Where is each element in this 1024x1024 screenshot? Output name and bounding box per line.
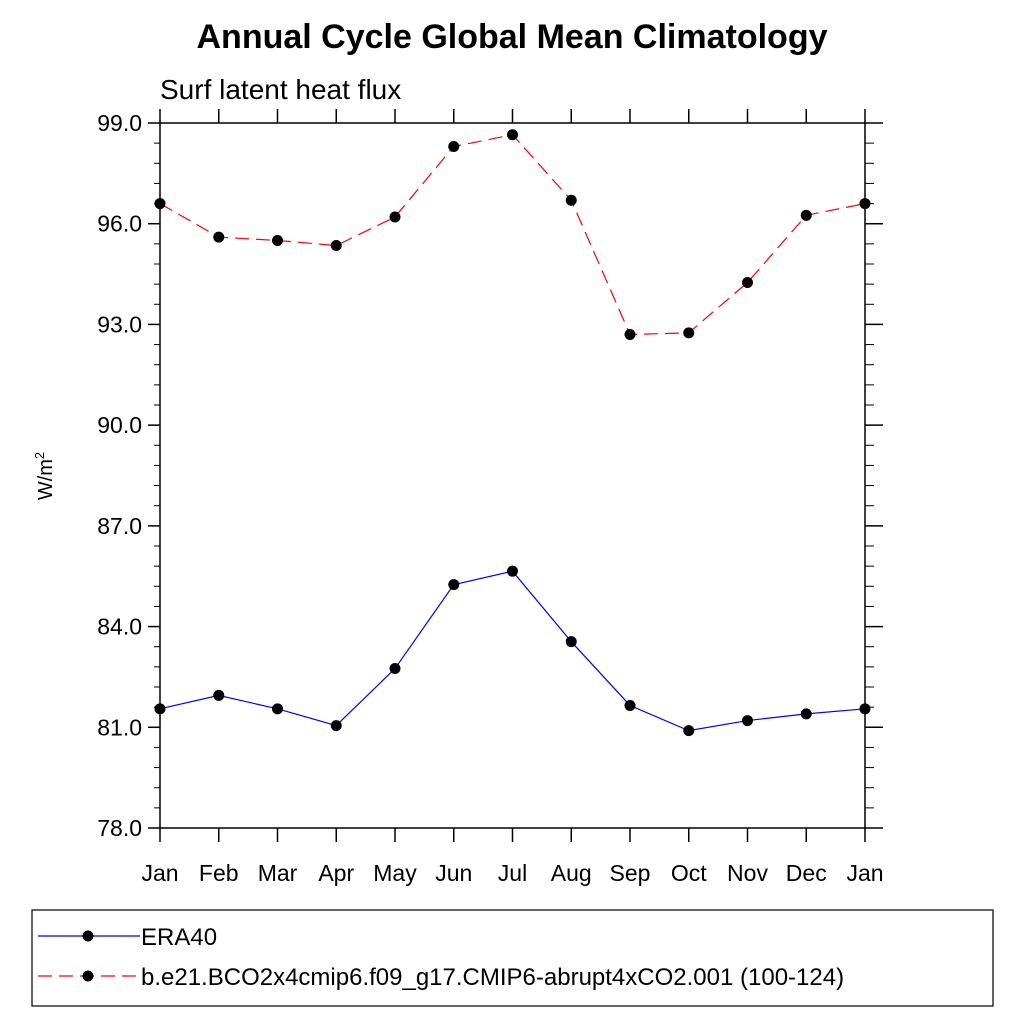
y-tick-label: 78.0	[97, 815, 142, 841]
y-axis-label-superscript: 2	[32, 452, 47, 459]
series-layer	[154, 129, 871, 737]
legend: ERA40 b.e21.BCO2x4cmip6.f09_g17.CMIP6-abr…	[38, 924, 844, 991]
data-point	[683, 725, 695, 737]
data-point	[213, 231, 225, 243]
chart-title: Annual Cycle Global Mean Climatology	[197, 18, 828, 56]
data-point	[154, 198, 166, 210]
data-point	[800, 209, 812, 221]
legend-marker	[82, 970, 94, 982]
data-point	[448, 579, 460, 591]
legend-label: ERA40	[141, 924, 217, 951]
legend-label: b.e21.BCO2x4cmip6.f09_g17.CMIP6-abrupt4x…	[141, 964, 844, 991]
data-point	[683, 327, 695, 339]
data-point	[272, 703, 283, 715]
chart-subtitle: Surf latent heat flux	[160, 74, 401, 105]
x-tick-label: Jan	[141, 860, 178, 886]
x-tick-label: Dec	[786, 860, 827, 886]
data-point	[565, 636, 577, 648]
data-point	[859, 198, 871, 210]
data-point	[742, 276, 753, 288]
legend-box	[31, 909, 994, 1007]
x-tick-label: Oct	[671, 860, 707, 886]
y-tick-label: 93.0	[97, 311, 142, 337]
data-point	[389, 211, 401, 223]
data-point	[742, 715, 753, 727]
x-tick-label: Jun	[435, 860, 472, 886]
x-tick-label: Jul	[498, 860, 527, 886]
x-tick-label: Nov	[727, 860, 768, 886]
series-line	[159, 570, 866, 732]
plot-frame	[159, 122, 866, 829]
data-point	[330, 240, 342, 252]
x-tick-label: Feb	[199, 860, 239, 886]
y-tick-label: 81.0	[97, 714, 142, 740]
y-axis-label: W/m2	[32, 452, 57, 500]
x-tick-label: Mar	[258, 860, 298, 886]
x-tick-label: Sep	[610, 860, 651, 886]
x-tick-label: Aug	[551, 860, 592, 886]
data-point	[565, 194, 577, 206]
y-tick-label: 90.0	[97, 412, 142, 438]
data-point	[154, 703, 166, 715]
data-point	[507, 565, 518, 577]
y-axis: 78.0 81.0 84.0 87.0 90.0 93.0 96.0 99.0	[97, 110, 883, 841]
x-tick-label: May	[373, 860, 417, 886]
data-point	[389, 663, 401, 675]
data-point	[859, 703, 871, 715]
y-tick-label: 84.0	[97, 614, 142, 640]
y-tick-label: 96.0	[97, 211, 142, 237]
data-point	[272, 235, 283, 246]
x-tick-label: Jan	[846, 860, 883, 886]
x-axis: Jan Feb Mar Apr May Jun Jul Aug Sep Oct Nov Dec Jan	[141, 109, 884, 886]
data-point	[507, 129, 518, 141]
data-point	[800, 708, 812, 720]
series-line	[159, 134, 866, 336]
x-tick-label: Apr	[318, 860, 354, 886]
y-tick-label: 99.0	[97, 110, 142, 136]
data-point	[448, 141, 460, 152]
y-tick-label: 87.0	[97, 513, 142, 539]
y-axis-label-text: W/m	[35, 459, 57, 500]
data-point	[213, 689, 225, 701]
data-point	[624, 699, 636, 711]
data-point	[624, 329, 636, 340]
legend-marker	[82, 930, 94, 942]
data-point	[330, 720, 342, 732]
